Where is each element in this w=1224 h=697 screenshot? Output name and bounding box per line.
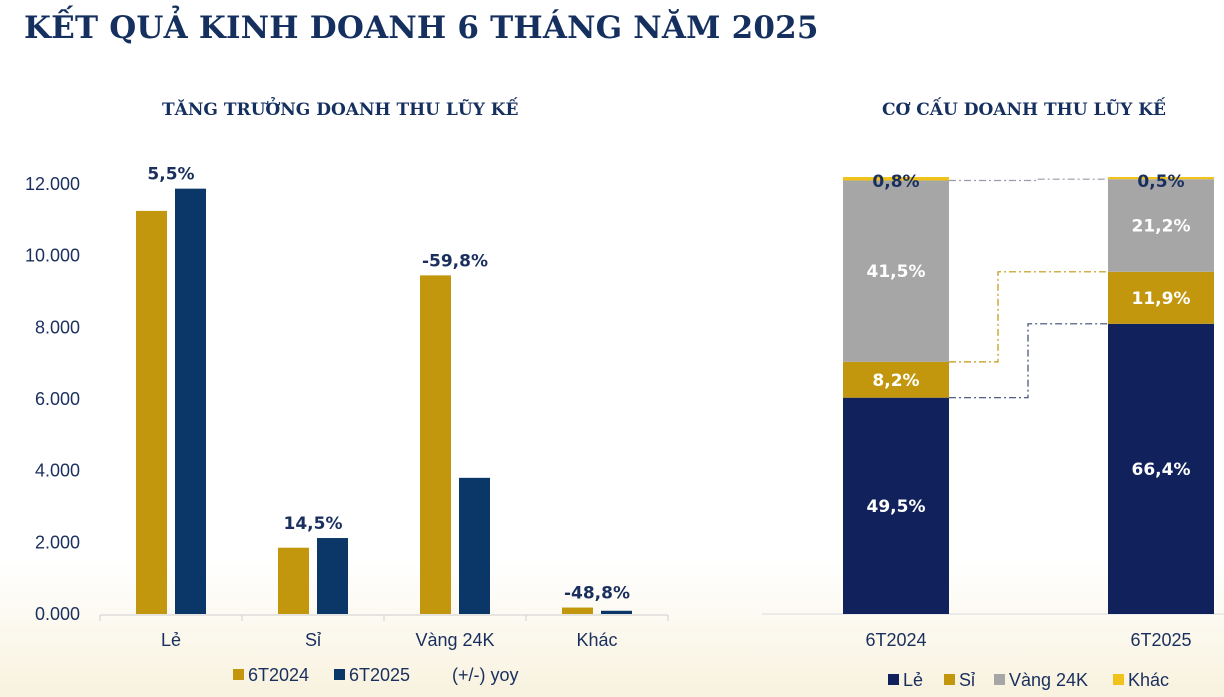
- legend-swatch-lẻ: [888, 674, 899, 685]
- bar-6t2025: [175, 188, 206, 615]
- connector-line: [949, 178, 1108, 182]
- stack-segment-lẻ: [843, 397, 949, 614]
- category-label: Lẻ: [161, 630, 181, 650]
- segment-value-label: 0,5%: [1137, 172, 1184, 192]
- legend-label-6t2025: 6T2025: [349, 665, 410, 685]
- legend-label-vàng-24k: Vàng 24K: [1009, 670, 1088, 690]
- segment-value-label: 49,5%: [867, 497, 926, 517]
- stack-segment-khác: [843, 177, 949, 181]
- y-tick-label: 2.000: [35, 532, 80, 552]
- category-label: Sỉ: [305, 630, 321, 650]
- category-label: 6T2025: [1130, 630, 1191, 650]
- category-label: Vàng 24K: [415, 630, 494, 650]
- stack-segment-vàng-24k: [843, 180, 949, 362]
- category-label: Khác: [576, 630, 617, 650]
- segment-value-label: 41,5%: [867, 262, 926, 282]
- y-tick-label: 6.000: [35, 389, 80, 409]
- y-tick-label: 8.000: [35, 317, 80, 337]
- connector-line: [949, 323, 1108, 399]
- bar-6t2025: [601, 610, 632, 614]
- segment-value-label: 0,8%: [872, 172, 919, 192]
- revenue-growth-chart-title: TĂNG TRƯỞNG DOANH THU LŨY KẾ: [162, 100, 519, 120]
- bar-6t2024: [136, 210, 167, 614]
- stack-segment-sỉ: [1108, 271, 1214, 324]
- y-tick-label: 12.000: [25, 174, 80, 194]
- legend-label-sỉ: Sỉ: [959, 670, 975, 690]
- stack-segment-lẻ: [1108, 323, 1214, 614]
- legend-swatch-sỉ: [944, 674, 955, 685]
- bar-6t2025: [459, 477, 490, 614]
- stack-segment-vàng-24k: [1108, 179, 1214, 272]
- stack-segment-khác: [1108, 177, 1214, 180]
- segment-value-label: 21,2%: [1132, 217, 1191, 237]
- legend-label-yoy: (+/-) yoy: [452, 665, 519, 685]
- bar-6t2024: [420, 275, 451, 614]
- yoy-label: -59,8%: [422, 251, 488, 271]
- page-title: KẾT QUẢ KINH DOANH 6 THÁNG NĂM 2025: [24, 10, 819, 46]
- legend-label-6t2024: 6T2024: [248, 665, 309, 685]
- legend-swatch-6t2025: [334, 669, 345, 680]
- y-tick-label: 0.000: [35, 604, 80, 624]
- category-label: 6T2024: [865, 630, 926, 650]
- bar-6t2024: [278, 547, 309, 614]
- legend-swatch-vàng-24k: [994, 674, 1005, 685]
- bar-6t2025: [317, 538, 348, 614]
- yoy-label: 5,5%: [147, 165, 194, 185]
- yoy-label: -48,8%: [564, 584, 630, 604]
- legend-label-lẻ: Lẻ: [903, 670, 923, 690]
- legend-swatch-6t2024: [233, 669, 244, 680]
- bar-6t2024: [562, 607, 593, 614]
- segment-value-label: 8,2%: [872, 371, 919, 391]
- segment-value-label: 66,4%: [1132, 460, 1191, 480]
- revenue-structure-chart-title: CƠ CẤU DOANH THU LŨY KẾ: [882, 100, 1167, 120]
- connector-line: [949, 271, 1108, 363]
- legend-swatch-khác: [1113, 674, 1124, 685]
- stack-segment-sỉ: [843, 361, 949, 398]
- yoy-label: 14,5%: [284, 514, 343, 534]
- y-tick-label: 4.000: [35, 461, 80, 481]
- y-tick-label: 10.000: [25, 246, 80, 266]
- legend-label-khác: Khác: [1128, 670, 1169, 690]
- segment-value-label: 11,9%: [1132, 289, 1191, 309]
